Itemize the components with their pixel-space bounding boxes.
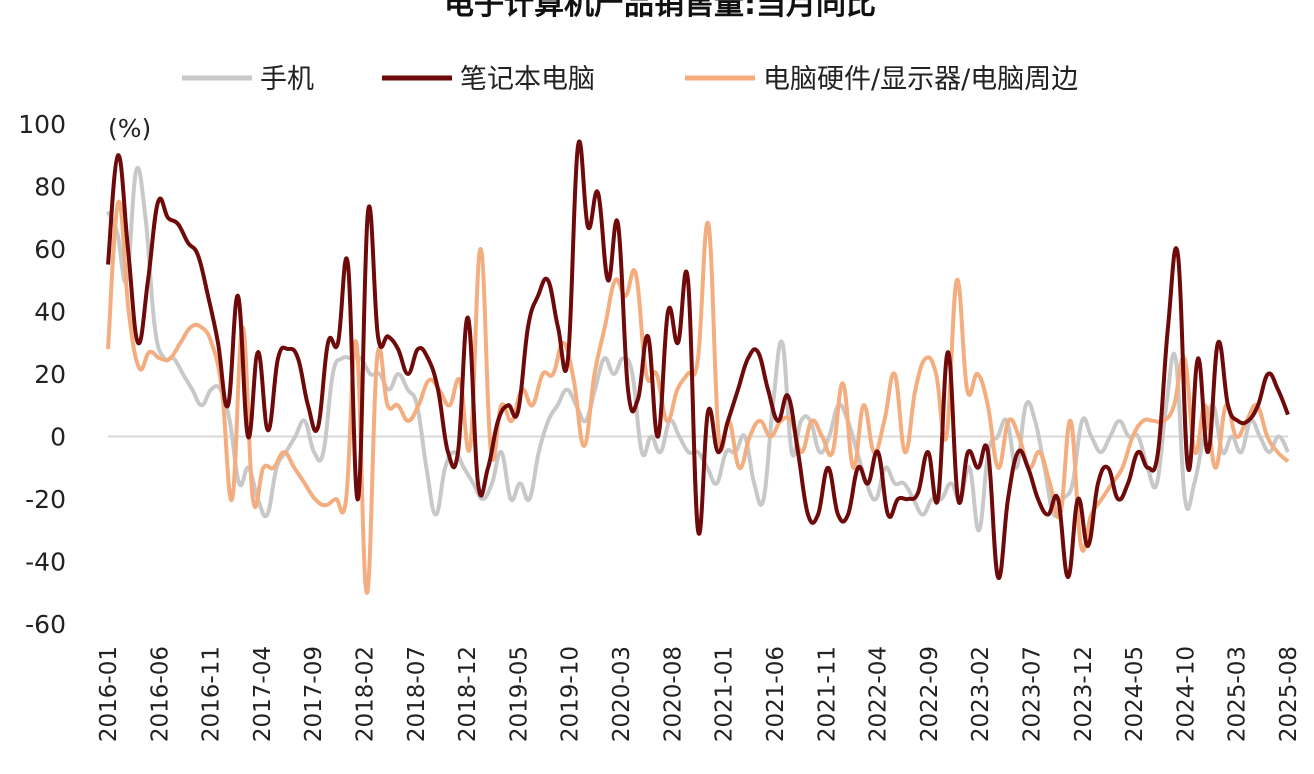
y-tick-label: 20: [34, 360, 66, 389]
legend: 手机 笔记本电脑 电脑硬件/显示器/电脑周边: [182, 64, 1078, 95]
x-tick-label: 2018-07: [404, 646, 430, 742]
y-tick-label: -40: [25, 548, 66, 577]
legend-label-laptop: 笔记本电脑: [460, 64, 595, 95]
series-group: [106, 139, 1290, 595]
x-tick-label: 2023-07: [1020, 646, 1046, 742]
x-axis: 2016-01 2016-06 2016-11 2017-04 2017-09 2018-…: [96, 646, 1302, 742]
x-tick-label: 2017-04: [250, 646, 276, 742]
x-tick-label: 2021-06: [763, 646, 789, 742]
x-tick-label: 2024-05: [1122, 646, 1148, 742]
y-tick-label: 80: [34, 173, 66, 202]
y-axis: 100 80 60 40 20 0 -20 -40 -60: [18, 110, 66, 639]
x-tick-label: 2021-01: [712, 646, 738, 742]
x-tick-label: 2016-01: [96, 646, 122, 742]
x-tick-label: 2017-09: [301, 646, 327, 742]
x-tick-label: 2022-09: [917, 646, 943, 742]
x-tick-label: 2025-08: [1276, 646, 1302, 742]
y-tick-label: 60: [34, 235, 66, 264]
chart-title: 电子计算机产品销售量:当月同比: [444, 0, 876, 22]
x-tick-label: 2024-10: [1173, 646, 1199, 742]
legend-label-phone: 手机: [260, 64, 314, 95]
x-tick-label: 2025-03: [1225, 646, 1251, 742]
y-tick-label: -60: [25, 610, 66, 639]
y-tick-label: 0: [50, 423, 66, 452]
x-tick-label: 2018-02: [353, 646, 379, 742]
x-tick-label: 2018-12: [455, 646, 481, 742]
y-tick-label: -20: [25, 485, 66, 514]
legend-label-hardware: 电脑硬件/显示器/电脑周边: [763, 64, 1078, 95]
x-tick-label: 2022-04: [866, 646, 892, 742]
x-tick-label: 2020-03: [609, 646, 635, 742]
y-tick-label: 40: [34, 298, 66, 327]
series-line-phone: [106, 166, 1290, 533]
x-tick-label: 2023-02: [968, 646, 994, 742]
x-tick-label: 2019-05: [506, 646, 532, 742]
x-tick-label: 2020-08: [660, 646, 686, 742]
unit-label: (%): [108, 114, 151, 143]
x-tick-label: 2023-12: [1071, 646, 1097, 742]
x-tick-label: 2019-10: [558, 646, 584, 742]
series-line-laptop: [106, 139, 1290, 580]
series-line-hardware: [106, 200, 1290, 595]
x-tick-label: 2016-11: [199, 646, 225, 742]
y-tick-label: 100: [18, 110, 66, 139]
x-tick-label: 2016-06: [147, 646, 173, 742]
x-tick-label: 2021-11: [814, 646, 840, 742]
